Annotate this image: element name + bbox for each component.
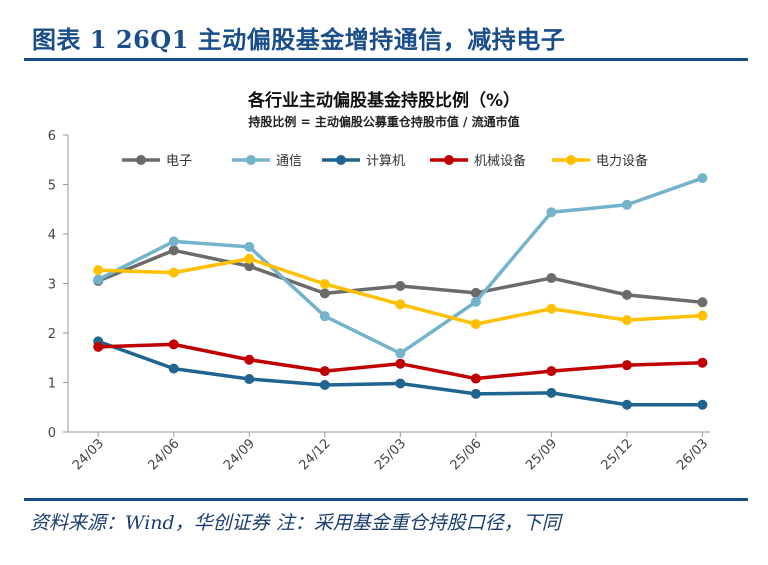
- legend-label: 机械设备: [474, 153, 526, 169]
- legend-swatch-marker: [136, 155, 146, 165]
- chart-subtitle: 持股比例 = 主动偏股公募重仓持股市值 / 流通市值: [248, 115, 520, 129]
- data-point: [168, 339, 179, 350]
- data-point: [546, 387, 557, 398]
- data-point: [470, 319, 481, 330]
- data-point: [244, 354, 255, 365]
- data-point: [470, 388, 481, 399]
- data-point: [319, 366, 330, 377]
- data-point: [697, 173, 708, 184]
- data-point: [244, 253, 255, 264]
- data-point: [697, 399, 708, 410]
- legend-swatch-marker: [444, 155, 454, 165]
- y-tick-label: 5: [48, 179, 56, 194]
- x-tick-label: 25/09: [523, 436, 560, 473]
- x-tick-label: 25/03: [372, 436, 409, 473]
- data-point: [697, 310, 708, 321]
- y-tick-label: 2: [48, 327, 56, 342]
- legend-swatch-marker: [246, 155, 256, 165]
- x-tick-label: 26/03: [674, 436, 711, 473]
- x-tick-label: 24/12: [297, 436, 334, 473]
- data-point: [395, 378, 406, 389]
- data-point: [93, 274, 104, 285]
- x-tick-label: 25/12: [599, 436, 636, 473]
- data-point: [319, 288, 330, 299]
- data-point: [168, 267, 179, 278]
- data-point: [621, 315, 632, 326]
- data-point: [470, 287, 481, 298]
- x-tick-label: 24/06: [145, 436, 182, 473]
- top-rule: [24, 58, 748, 61]
- data-point: [244, 241, 255, 252]
- data-point: [93, 265, 104, 276]
- y-tick-label: 3: [48, 278, 56, 293]
- data-point: [395, 299, 406, 310]
- data-point: [168, 236, 179, 247]
- legend-label: 通信: [276, 154, 302, 169]
- x-tick-label: 24/09: [221, 436, 258, 473]
- data-point: [546, 366, 557, 377]
- data-point: [470, 296, 481, 307]
- y-tick-label: 0: [48, 426, 56, 441]
- chart-legend: 电子 通信 计算机 机械设备 电力设备: [122, 153, 648, 169]
- series-line: [96, 248, 705, 305]
- data-point: [168, 363, 179, 374]
- y-tick-label: 4: [48, 228, 56, 243]
- data-point: [546, 303, 557, 314]
- series-line: [96, 176, 705, 356]
- data-point: [621, 399, 632, 410]
- data-point: [168, 245, 179, 256]
- data-point: [319, 278, 330, 289]
- data-point: [697, 297, 708, 308]
- chart-axes: 0 1 2 3 4 5 6 24/03 24/06 24/09 24/12 25/03 25/06 25/…: [48, 129, 712, 473]
- chart-series: [93, 173, 708, 410]
- figure-header: 图表 1 26Q1 主动偏股基金增持通信，减持电子: [24, 10, 748, 56]
- y-tick-label: 1: [48, 377, 56, 392]
- data-point: [621, 199, 632, 210]
- x-tick-label: 24/03: [70, 436, 107, 473]
- legend-label: 电力设备: [596, 153, 648, 169]
- source-note: 资料来源：Wind，华创证券 注：采用基金重仓持股口径，下同: [30, 512, 561, 534]
- data-point: [319, 311, 330, 322]
- data-point: [697, 357, 708, 368]
- data-point: [244, 261, 255, 272]
- legend-label: 计算机: [366, 154, 405, 169]
- data-point: [546, 273, 557, 284]
- data-point: [395, 280, 406, 291]
- data-point: [244, 374, 255, 385]
- figure-title: 图表 1 26Q1 主动偏股基金增持通信，减持电子: [32, 25, 566, 54]
- legend-swatch-marker: [566, 155, 576, 165]
- legend-label: 电子: [166, 154, 192, 169]
- data-point: [319, 379, 330, 390]
- x-tick-label: 25/06: [448, 436, 485, 473]
- data-point: [621, 289, 632, 300]
- chart-title: 各行业主动偏股基金持股比例（%）: [247, 91, 521, 111]
- legend-swatch-marker: [336, 155, 346, 165]
- data-point: [470, 373, 481, 384]
- data-point: [395, 348, 406, 359]
- data-point: [621, 360, 632, 371]
- data-point: [93, 341, 104, 352]
- data-point: [546, 207, 557, 218]
- data-point: [395, 358, 406, 369]
- bottom-rule: [24, 498, 748, 501]
- y-tick-label: 6: [48, 129, 56, 144]
